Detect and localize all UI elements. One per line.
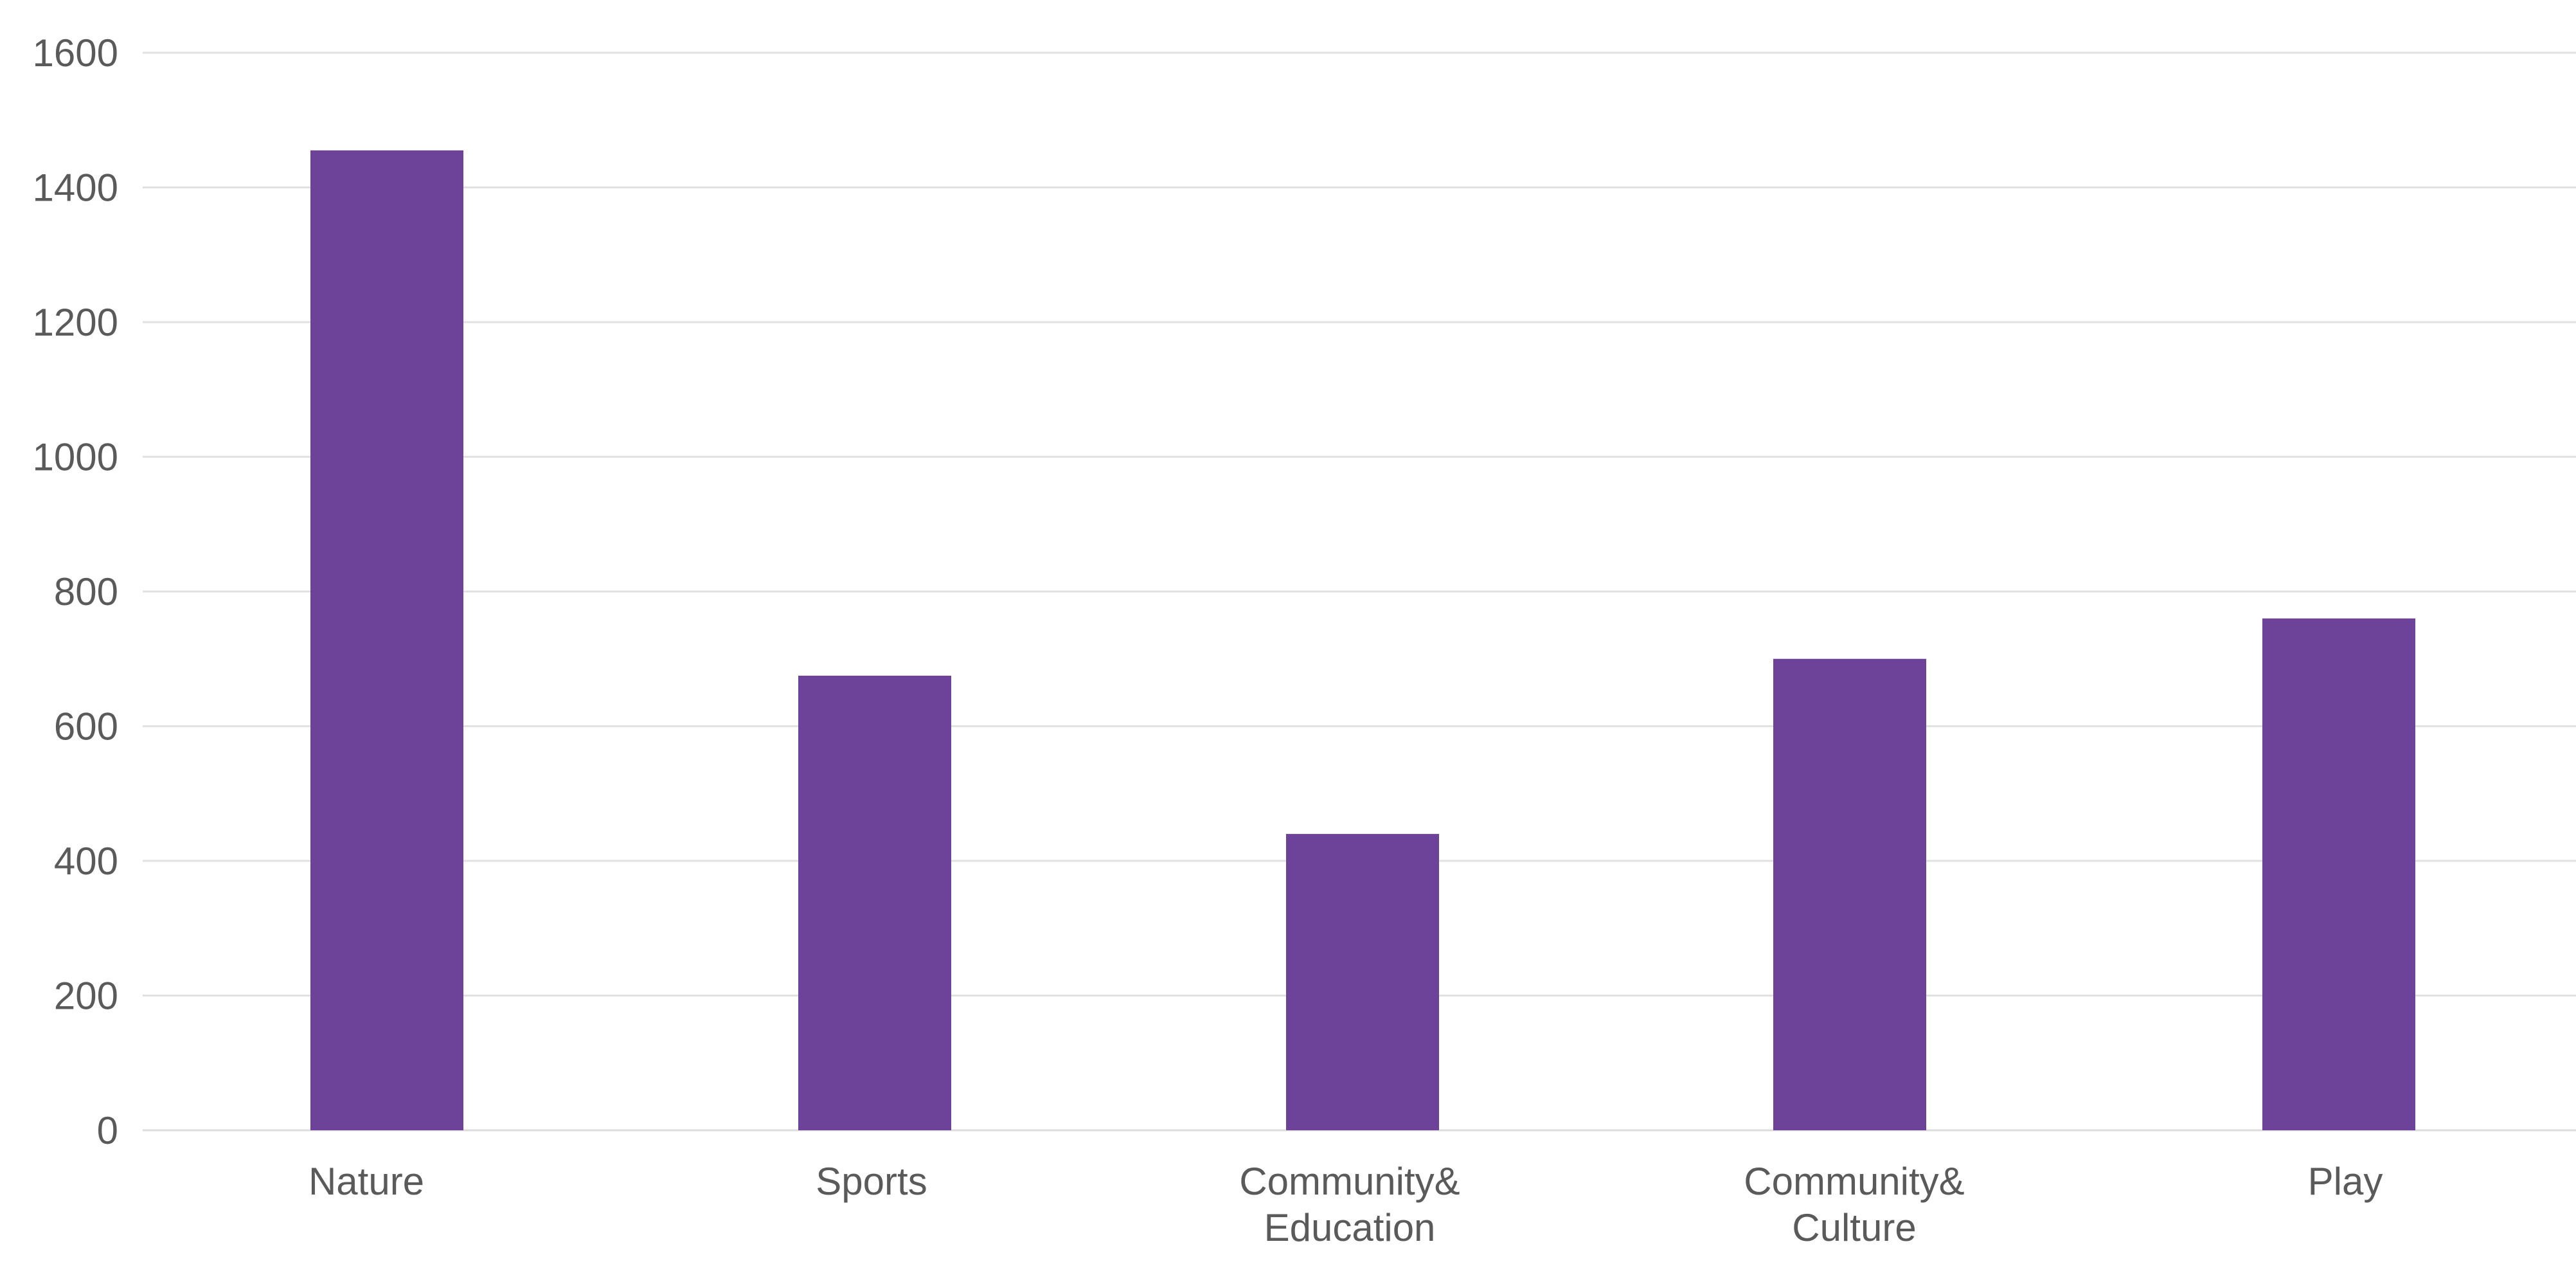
gridlines (143, 51, 2576, 1132)
x-tick-label: Play (2308, 1160, 2383, 1203)
x-axis: Nature Sports Community& EducationCommunity… (309, 1160, 2383, 1249)
bar (2262, 618, 2415, 1130)
x-tick-label: Community& Culture (1744, 1160, 1964, 1249)
x-tick-label-line: Education (1264, 1206, 1436, 1249)
bar (310, 150, 463, 1131)
y-tick-label: 1000 (33, 436, 118, 479)
x-tick-label-line: Nature (309, 1160, 424, 1203)
y-tick-label: 1200 (33, 301, 118, 344)
x-tick-label: Nature (309, 1160, 424, 1203)
y-tick-label: 400 (54, 840, 118, 883)
y-tick-label: 1400 (33, 167, 118, 210)
y-tick-label: 0 (97, 1109, 118, 1152)
y-tick-label: 1600 (33, 32, 118, 75)
y-axis: 0 200 400 600 800 1000 1200 1400 1600 (33, 32, 118, 1152)
x-tick-label-line: Sports (816, 1160, 927, 1203)
bar (1773, 658, 1926, 1130)
x-tick-label: Community& Education (1239, 1160, 1460, 1249)
x-tick-label-line: Play (2308, 1160, 2383, 1203)
y-tick-label: 600 (54, 705, 118, 748)
x-tick-label-line: Community& (1239, 1160, 1460, 1203)
x-tick-label-line: Culture (1792, 1206, 1916, 1249)
x-tick-label: Sports (816, 1160, 927, 1203)
bar (1286, 834, 1439, 1130)
x-tick-label-line: Community& (1744, 1160, 1964, 1203)
bars (310, 150, 2415, 1131)
y-tick-label: 800 (54, 570, 118, 613)
bar (798, 675, 951, 1130)
y-tick-label: 200 (54, 975, 118, 1018)
